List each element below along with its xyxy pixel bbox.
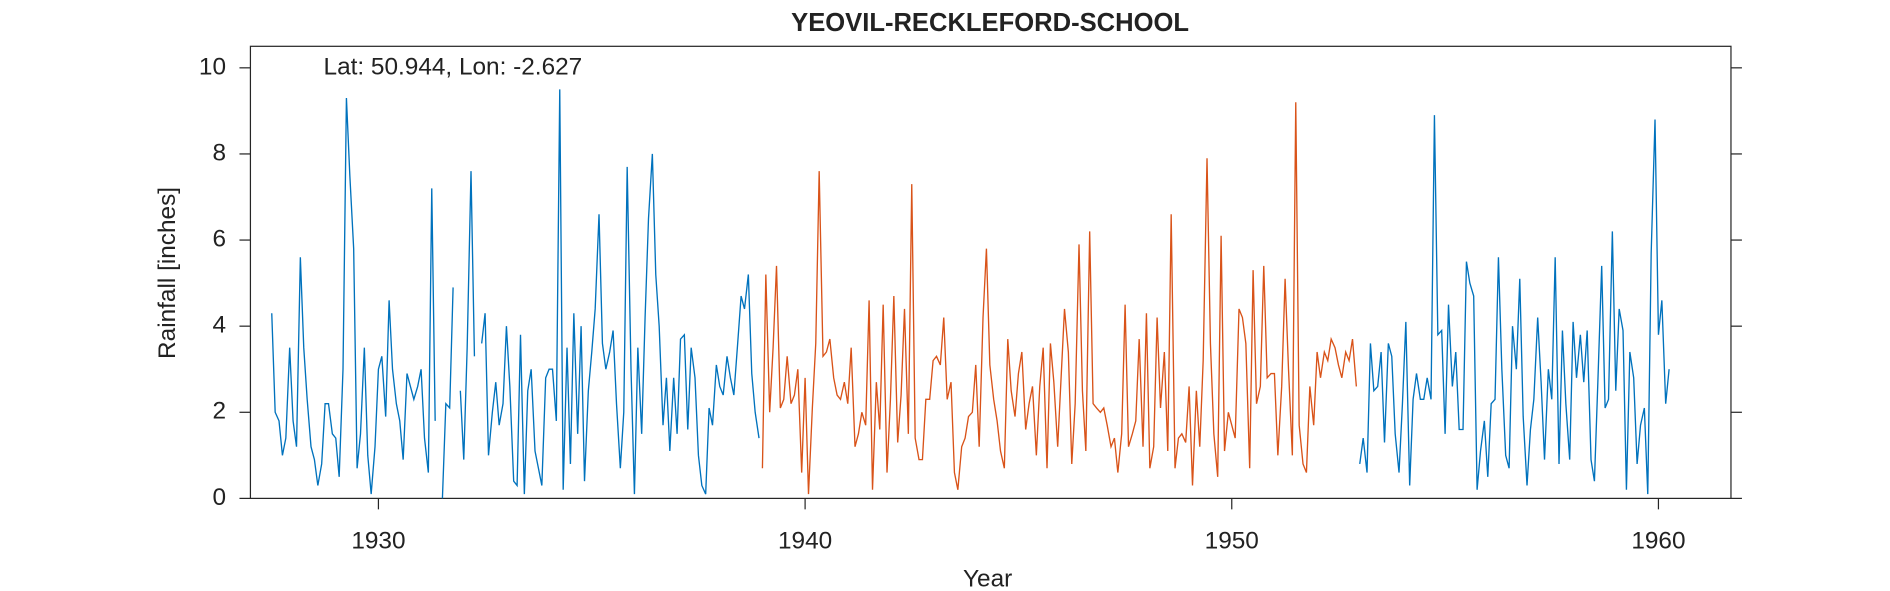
data-line (441, 287, 454, 499)
data-line (481, 89, 760, 495)
data-line (761, 102, 1358, 495)
y-tick-label: 0 (212, 484, 226, 511)
x-tick-label: 1930 (351, 528, 405, 555)
x-tick-label: 1960 (1631, 528, 1685, 555)
y-tick-label: 2 (212, 398, 226, 425)
y-tick-label: 4 (212, 312, 226, 339)
data-line (1359, 115, 1670, 495)
y-axis-label: Rainfall [inches] (154, 187, 181, 359)
annotation: Lat: 50.944, Lon: -2.627 (324, 54, 583, 81)
x-tick-label: 1950 (1205, 528, 1259, 555)
data-line (271, 97, 436, 495)
y-tick-label: 6 (212, 225, 226, 252)
chart-title: YEOVIL-RECKLEFORD-SCHOOL (791, 9, 1189, 37)
data-line (459, 171, 476, 460)
x-axis-label: Year (963, 565, 1012, 591)
y-tick-label: 8 (212, 139, 226, 166)
y-tick-label: 10 (199, 53, 226, 80)
plot-frame (249, 45, 1732, 499)
x-tick-label: 1940 (778, 528, 832, 555)
